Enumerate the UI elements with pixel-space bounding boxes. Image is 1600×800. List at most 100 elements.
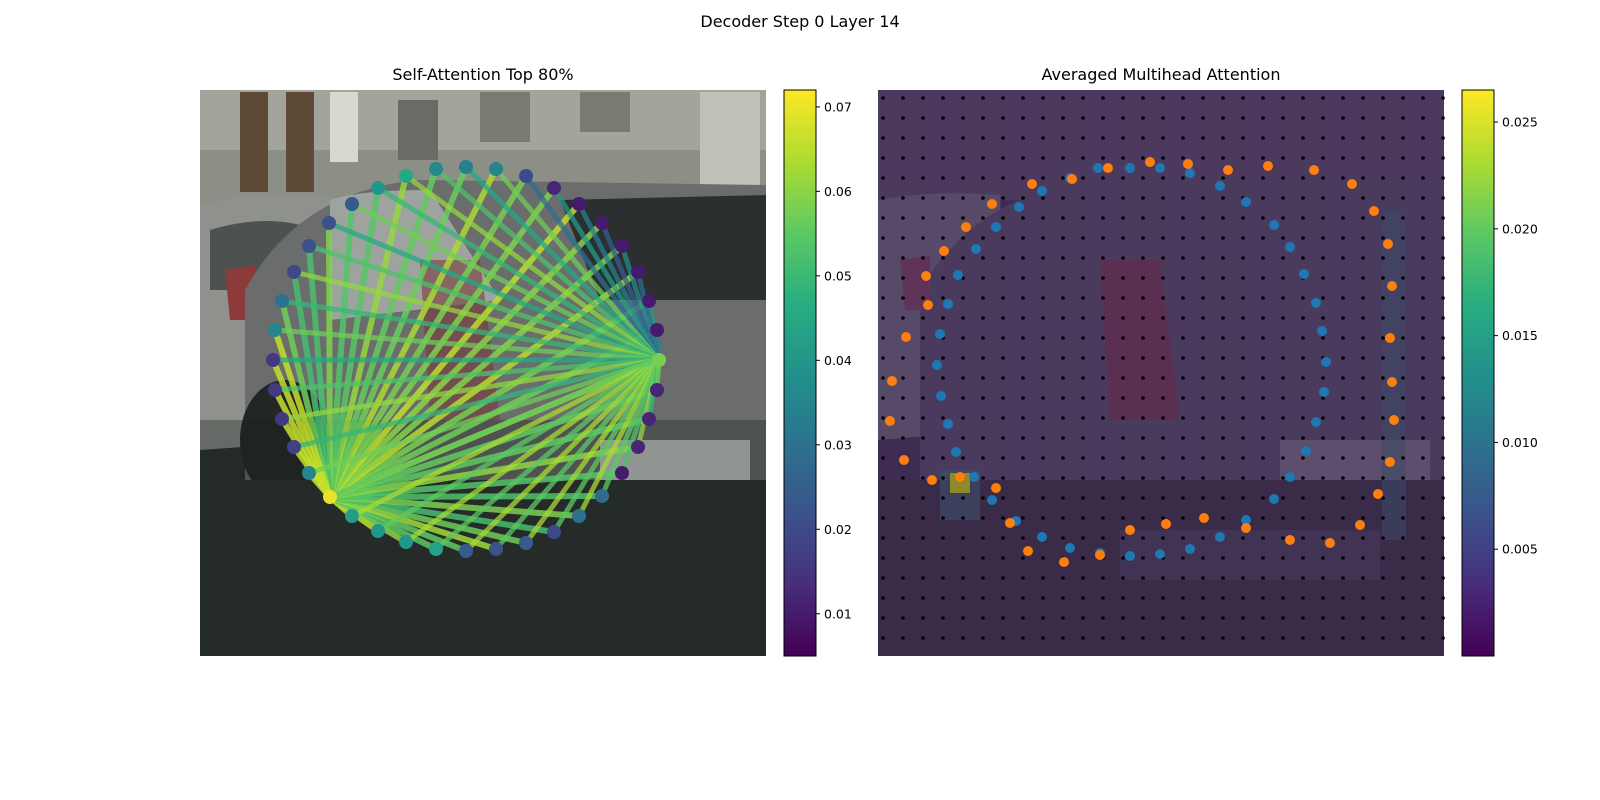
grid-dot [1241, 316, 1245, 320]
grid-dot [1301, 216, 1305, 220]
grid-dot [1281, 276, 1285, 280]
grid-dot [961, 616, 965, 620]
grid-dot [1101, 596, 1105, 600]
orange-point [901, 332, 911, 342]
grid-dot [1341, 336, 1345, 340]
grid-dot [921, 96, 925, 100]
grid-dot [1021, 496, 1025, 500]
grid-dot [1181, 456, 1185, 460]
grid-dot [1061, 356, 1065, 360]
grid-dot [1201, 616, 1205, 620]
grid-dot [1001, 296, 1005, 300]
grid-dot [1221, 436, 1225, 440]
orange-point [1027, 179, 1037, 189]
grid-dot [941, 496, 945, 500]
grid-dot [1381, 236, 1385, 240]
grid-dot [1001, 236, 1005, 240]
grid-dot [1361, 116, 1365, 120]
blue-point [1301, 446, 1311, 456]
orange-point [1005, 518, 1015, 528]
blue-point [1155, 163, 1165, 173]
grid-dot [1081, 356, 1085, 360]
grid-dot [1401, 236, 1405, 240]
grid-dot [1041, 396, 1045, 400]
grid-dot [1101, 296, 1105, 300]
grid-dot [901, 636, 905, 640]
grid-dot [1261, 136, 1265, 140]
grid-dot [1181, 596, 1185, 600]
grid-dot [1121, 636, 1125, 640]
grid-dot [1361, 636, 1365, 640]
grid-dot [1421, 576, 1425, 580]
grid-dot [1281, 196, 1285, 200]
grid-dot [1401, 296, 1405, 300]
grid-dot [1081, 316, 1085, 320]
grid-dot [1181, 516, 1185, 520]
grid-dot [961, 156, 965, 160]
grid-dot [1401, 636, 1405, 640]
grid-dot [981, 256, 985, 260]
grid-dot [1161, 376, 1165, 380]
grid-dot [1381, 416, 1385, 420]
grid-dot [1321, 416, 1325, 420]
grid-dot [1381, 196, 1385, 200]
grid-dot [1101, 236, 1105, 240]
grid-dot [1001, 356, 1005, 360]
grid-dot [1041, 576, 1045, 580]
grid-dot [1061, 516, 1065, 520]
grid-dot [921, 176, 925, 180]
edge-line [279, 357, 662, 422]
grid-dot [921, 416, 925, 420]
grid-dot [1161, 536, 1165, 540]
grid-dot [981, 596, 985, 600]
grid-dot [1161, 416, 1165, 420]
grid-dot [1121, 276, 1125, 280]
grid-dot [901, 296, 905, 300]
grid-dot [1161, 276, 1165, 280]
grid-dot [1221, 496, 1225, 500]
grid-dot [1101, 116, 1105, 120]
highlight-cell [950, 473, 970, 493]
grid-dot [1281, 476, 1285, 480]
attention-node [459, 544, 473, 558]
grid-dot [1341, 496, 1345, 500]
grid-dot [1021, 336, 1025, 340]
grid-dot [1001, 276, 1005, 280]
grid-dot [1001, 416, 1005, 420]
grid-dot [1441, 456, 1445, 460]
grid-dot [1121, 616, 1125, 620]
grid-dot [1321, 476, 1325, 480]
attention-node [572, 509, 586, 523]
colorbar-left [783, 89, 817, 657]
grid-dot [941, 416, 945, 420]
grid-dot [1041, 236, 1045, 240]
edge-line [327, 164, 469, 500]
grid-dot [1041, 416, 1045, 420]
grid-dot [981, 456, 985, 460]
blue-point [1125, 551, 1135, 561]
grid-dot [1101, 196, 1105, 200]
grid-dot [1341, 116, 1345, 120]
grid-dot [1441, 476, 1445, 480]
grid-dot [1321, 216, 1325, 220]
grid-dot [1201, 596, 1205, 600]
attention-node [266, 353, 280, 367]
grid-dot [1361, 496, 1365, 500]
grid-dot [1241, 536, 1245, 540]
blue-point [1125, 163, 1135, 173]
grid-dot [901, 256, 905, 260]
grid-dot [1161, 216, 1165, 220]
grid-dot [1061, 196, 1065, 200]
grid-dot [1121, 436, 1125, 440]
attention-node [371, 181, 385, 195]
grid-dot [1441, 616, 1445, 620]
grid-dot [1361, 196, 1365, 200]
grid-dot [881, 136, 885, 140]
grid-dot [981, 496, 985, 500]
grid-dot [1421, 396, 1425, 400]
grid-dot [981, 396, 985, 400]
grid-dot [901, 436, 905, 440]
grid-dot [1421, 476, 1425, 480]
grid-dot [1321, 116, 1325, 120]
orange-point [921, 271, 931, 281]
